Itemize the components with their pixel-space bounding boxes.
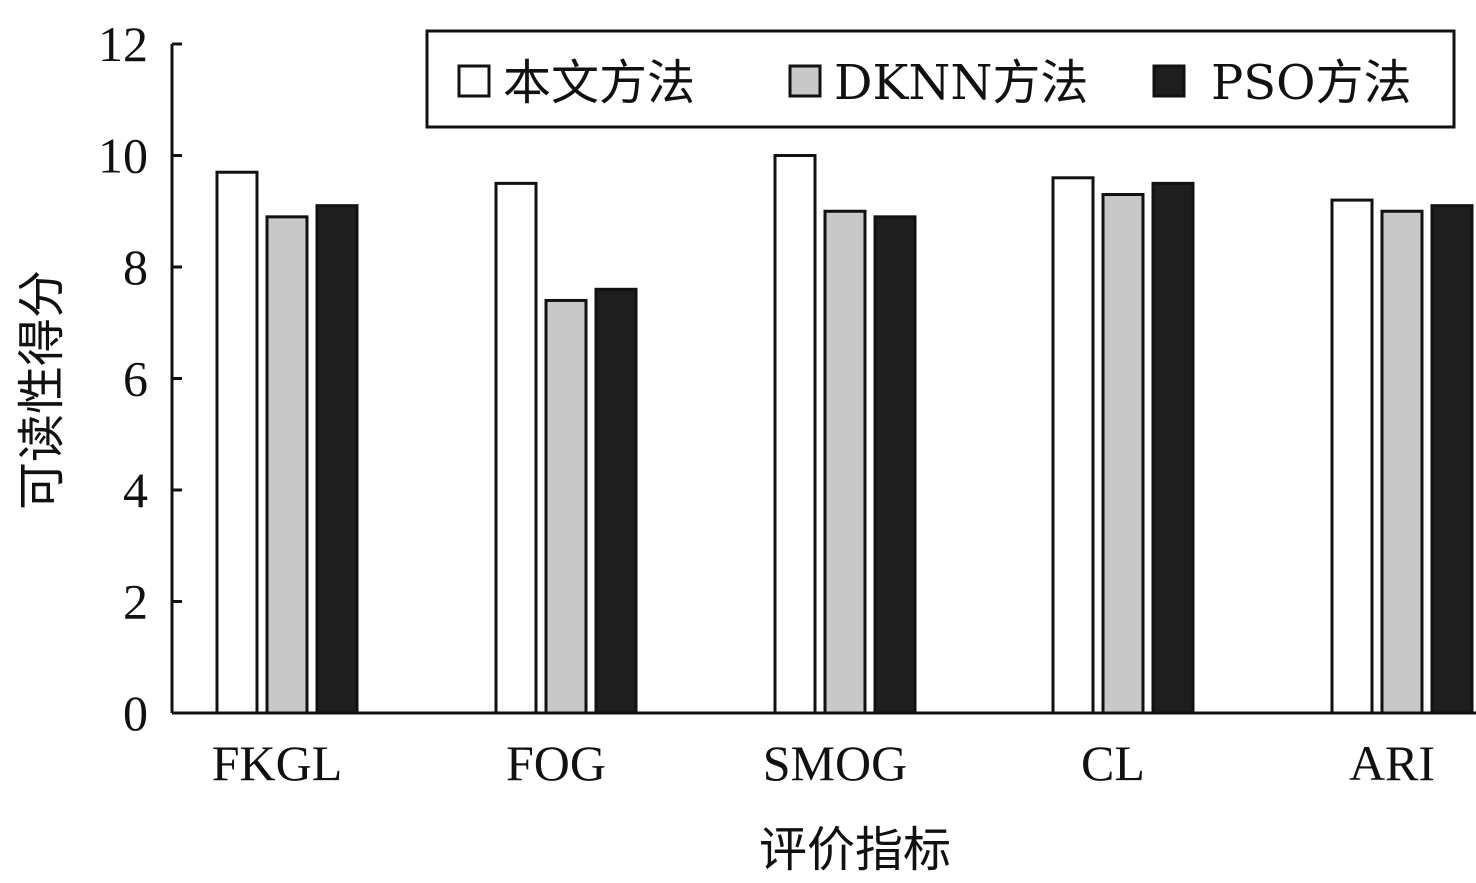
bar-ari-dknn bbox=[1380, 209, 1424, 715]
y-tick-label: 0 bbox=[123, 685, 148, 741]
legend-swatch-pso bbox=[1152, 64, 1186, 98]
legend-swatch-ours bbox=[457, 64, 491, 98]
x-axis-title: 评价指标 bbox=[759, 822, 951, 878]
bar-fkgl-dknn bbox=[265, 215, 309, 715]
x-tick-label-fkgl: FKGL bbox=[212, 735, 343, 791]
y-ticks: 0 2 4 6 8 10 12 bbox=[98, 16, 182, 741]
bar-ari-ours bbox=[1330, 198, 1374, 715]
bar-fog-ours bbox=[494, 181, 538, 715]
legend-label-pso: PSO方法 bbox=[1211, 55, 1412, 111]
bar-smog-ours bbox=[773, 154, 817, 715]
x-tick-label-fog: FOG bbox=[506, 735, 606, 791]
x-tick-label-ari: ARI bbox=[1349, 735, 1435, 791]
bar-fkgl-ours bbox=[215, 170, 259, 715]
x-tick-label-smog: SMOG bbox=[763, 735, 907, 791]
y-tick-label: 8 bbox=[123, 239, 148, 295]
bar-cl-ours bbox=[1051, 176, 1095, 715]
legend-swatch-dknn bbox=[788, 64, 822, 98]
bar-fog-dknn bbox=[544, 298, 588, 715]
y-axis-title: 可读性得分 bbox=[14, 270, 70, 510]
bar-cl-pso bbox=[1151, 181, 1195, 715]
legend-label-dknn: DKNN方法 bbox=[834, 55, 1088, 111]
bar-ari-pso bbox=[1430, 204, 1474, 715]
bar-smog-pso bbox=[873, 215, 917, 715]
legend-box bbox=[425, 29, 1456, 129]
y-tick-label: 6 bbox=[123, 351, 148, 407]
bar-fog-pso bbox=[594, 287, 638, 715]
bars-layer bbox=[215, 154, 1474, 715]
legend-label-ours: 本文方法 bbox=[503, 55, 695, 111]
legend: 本文方法 DKNN方法 PSO方法 bbox=[425, 29, 1456, 129]
y-tick-label: 4 bbox=[123, 462, 148, 518]
y-tick-label: 10 bbox=[98, 128, 148, 184]
x-ticks: FKGL FOG SMOG CL ARI bbox=[212, 735, 1435, 791]
x-tick-label-cl: CL bbox=[1081, 735, 1145, 791]
bar-cl-dknn bbox=[1101, 193, 1145, 715]
y-tick-label: 12 bbox=[98, 16, 148, 72]
bar-smog-dknn bbox=[823, 209, 867, 715]
bar-fkgl-pso bbox=[315, 204, 359, 715]
y-tick-label: 2 bbox=[123, 574, 148, 630]
